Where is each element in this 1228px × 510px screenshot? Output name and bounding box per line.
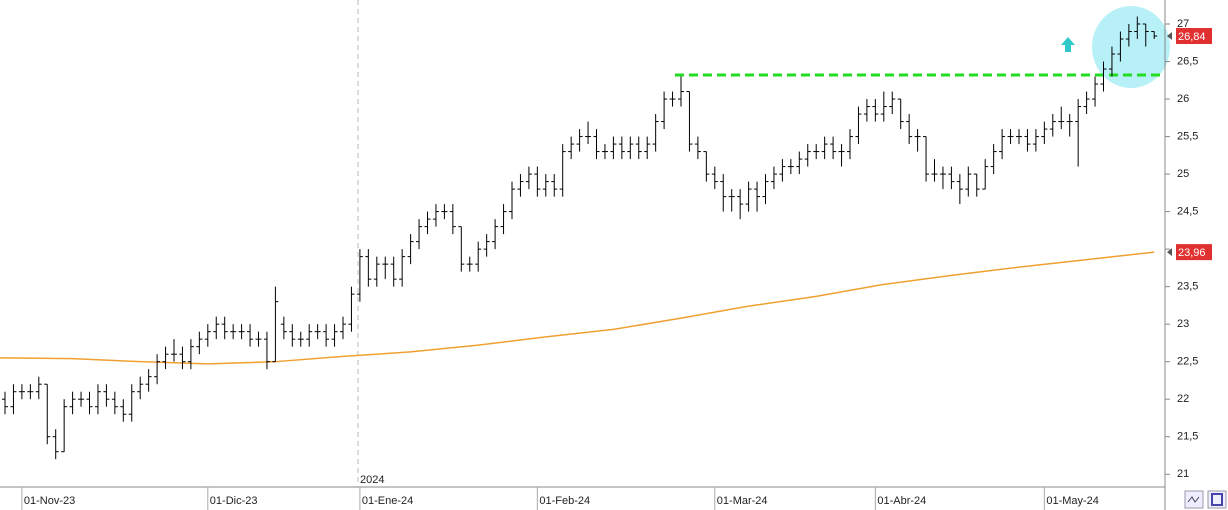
price-tag <box>1176 244 1212 261</box>
x-tick-label: 01-Feb-24 <box>539 495 590 507</box>
y-tick-label: 23,5 <box>1177 281 1198 293</box>
moving-average-line <box>4 251 1155 365</box>
x-tick-label: 01-Dic-23 <box>210 495 258 507</box>
y-tick-label: 21,5 <box>1177 431 1198 443</box>
price-tag-label: 26,84 <box>1178 31 1206 43</box>
y-tick-label: 26 <box>1177 93 1189 105</box>
save-icon <box>1211 493 1223 506</box>
price-tag-label: 23,96 <box>1178 247 1206 259</box>
up-arrow <box>1061 37 1075 52</box>
x-tick-label: 01-Ene-24 <box>362 495 413 507</box>
y-tick-label: 22 <box>1177 393 1189 405</box>
y-tick-label: 24,5 <box>1177 206 1198 218</box>
y-tick-label: 25 <box>1177 168 1189 180</box>
zoom-icon <box>1187 496 1200 503</box>
x-tick-label: 01-Mar-24 <box>717 495 768 507</box>
x-tick-label: 01-May-24 <box>1046 495 1099 507</box>
year-label: 2024 <box>360 474 384 486</box>
x-tick-label: 01-Nov-23 <box>24 495 75 507</box>
y-tick-label: 26,5 <box>1177 55 1198 67</box>
y-tick-label: 27 <box>1177 18 1189 30</box>
x-tick-label: 01-Abr-24 <box>877 495 926 507</box>
y-tick-label: 21 <box>1177 468 1189 480</box>
price-tag-pointer <box>1167 32 1172 41</box>
price-tag <box>1176 28 1212 45</box>
y-tick-label: 25,5 <box>1177 130 1198 142</box>
y-tick-label: 22,5 <box>1177 356 1198 368</box>
price-tag-pointer <box>1167 248 1172 257</box>
y-tick-label: 23 <box>1177 318 1189 330</box>
